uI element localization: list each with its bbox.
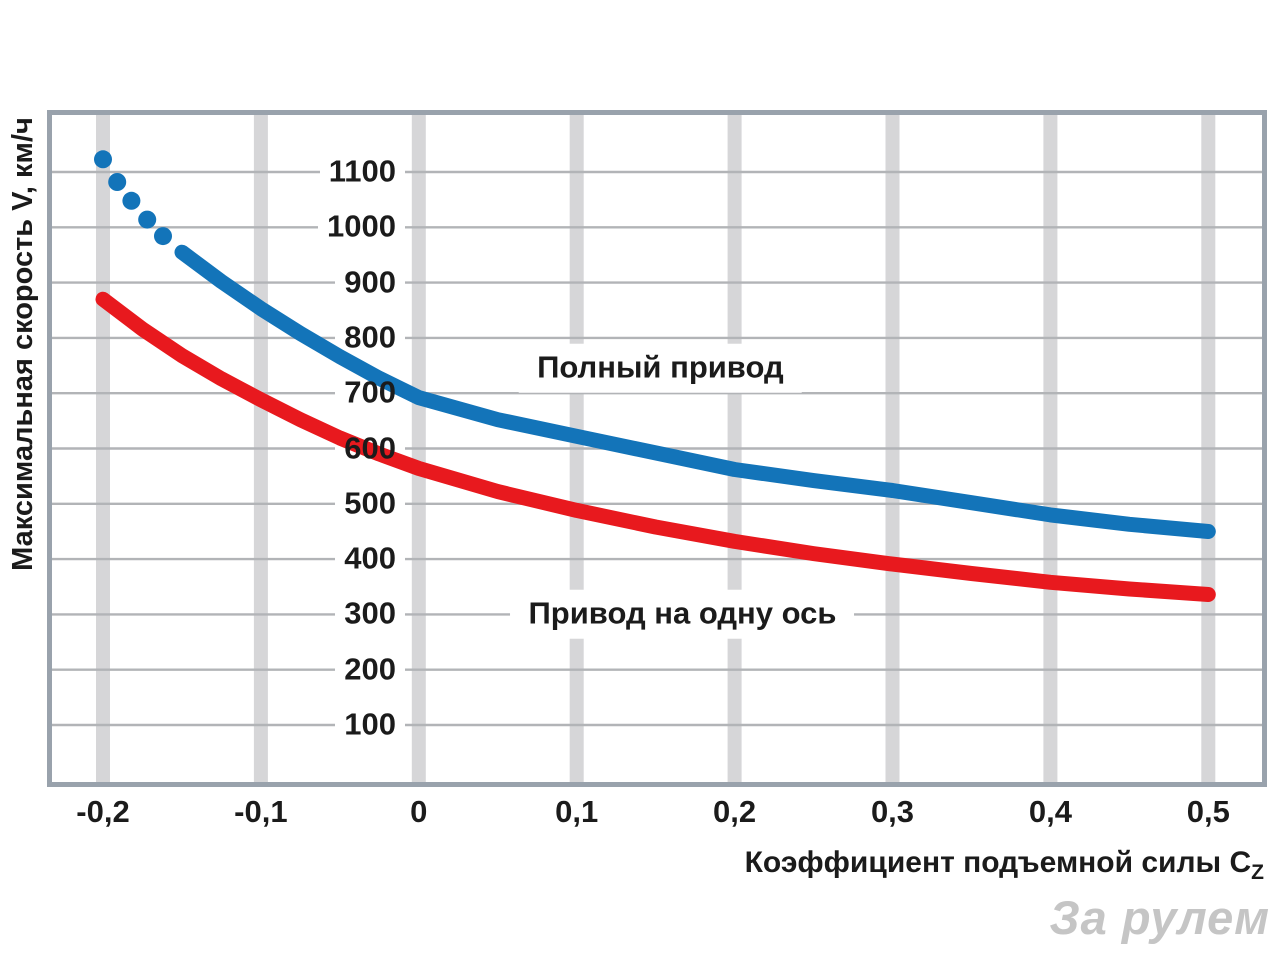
y-tick-label: 1000 bbox=[318, 206, 405, 249]
curve-dot bbox=[108, 173, 127, 191]
y-tick-label: 200 bbox=[344, 651, 396, 687]
y-tick-label: 900 bbox=[335, 261, 405, 304]
y-tick-label: 1000 bbox=[327, 209, 396, 245]
y-axis-title: Максимальная скорость V, км/ч bbox=[7, 117, 39, 571]
x-tick-label: 0,4 bbox=[1028, 794, 1072, 829]
series-curve bbox=[95, 291, 1216, 602]
x-tick-label: 0,3 bbox=[870, 794, 915, 829]
x-tick-label: 0,5 bbox=[1186, 794, 1230, 829]
x-axis-title: Коэффициент подъемной силы CZ bbox=[745, 846, 1264, 885]
y-tick-label: 600 bbox=[344, 430, 396, 466]
y-tick-label: 400 bbox=[335, 537, 405, 581]
series-label: Полный привод bbox=[537, 350, 784, 386]
curve-dot bbox=[94, 150, 112, 169]
watermark-za-rulem: За рулем bbox=[1049, 891, 1270, 944]
label-mask-layer: 1100 1000 900 800 700 600 500 400 300 200 100 Полны… bbox=[52, 115, 1262, 782]
plot-area: 1100 1000 900 800 700 600 500 400 300 200 100 Полны… bbox=[47, 110, 1267, 787]
x-axis-title-text: Коэффициент подъемной силы C bbox=[744, 846, 1252, 879]
x-tick-labels: -0,2 -0,1 0 0,1 0,2 0,3 0,4 0,5 bbox=[0, 794, 1280, 836]
y-tick-label: 1100 bbox=[319, 150, 405, 194]
x-tick-label: 0 bbox=[410, 794, 428, 829]
y-tick-label: 1100 bbox=[328, 153, 396, 189]
label-text-layer: 1100 1000 900 800 700 600 500 400 300 200 100 Полны… bbox=[52, 115, 1262, 782]
y-tick-label: 900 bbox=[344, 264, 396, 300]
curves-layer bbox=[94, 150, 1216, 602]
y-tick-label: 400 bbox=[344, 540, 396, 576]
curve-dot bbox=[138, 210, 157, 229]
y-tick-label: 500 bbox=[335, 482, 405, 526]
curve-dot bbox=[122, 191, 141, 210]
x-tick-label: 0,1 bbox=[555, 794, 599, 829]
series-label: Привод на одну ось bbox=[528, 596, 837, 632]
series-curve bbox=[174, 244, 1216, 539]
x-tick-label: -0,1 bbox=[234, 794, 288, 829]
y-tick-label: 200 bbox=[335, 648, 405, 691]
y-tick-label: 500 bbox=[344, 485, 396, 521]
x-tick-label: -0,2 bbox=[76, 794, 130, 829]
y-tick-label: 100 bbox=[344, 706, 396, 742]
y-tick-label: 100 bbox=[335, 703, 405, 747]
y-tick-label: 300 bbox=[344, 596, 396, 632]
series-label: Полный привод bbox=[519, 344, 802, 393]
curve-dot bbox=[154, 227, 172, 246]
y-tick-label: 700 bbox=[344, 374, 396, 410]
series-label: Привод на одну ось bbox=[510, 590, 855, 639]
x-axis-title-subscript: Z bbox=[1251, 861, 1264, 884]
y-tick-label: 800 bbox=[344, 319, 396, 355]
y-tick-label: 300 bbox=[335, 593, 405, 636]
x-tick-label: 0,2 bbox=[713, 794, 757, 829]
